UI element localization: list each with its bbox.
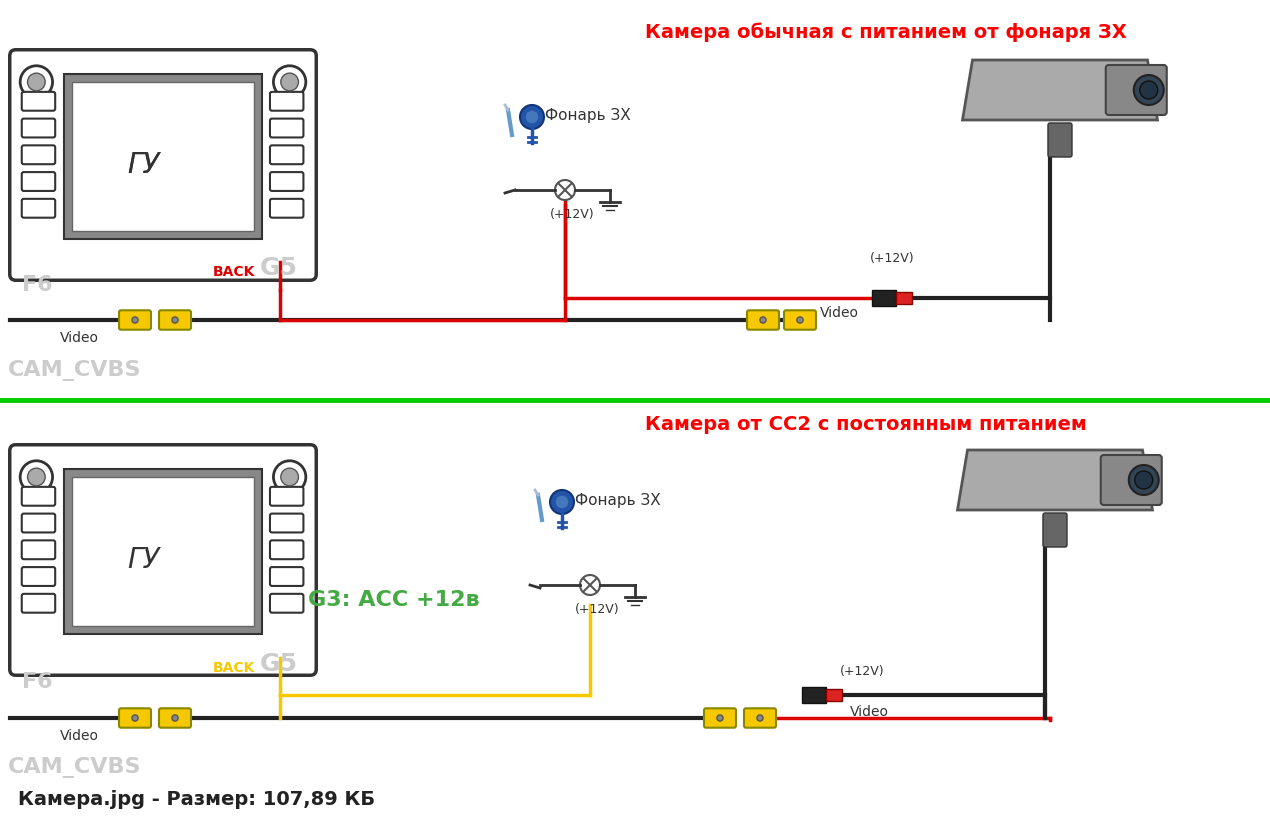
Circle shape bbox=[580, 575, 599, 595]
Text: (+12V): (+12V) bbox=[870, 252, 914, 265]
Circle shape bbox=[20, 66, 52, 99]
FancyBboxPatch shape bbox=[119, 310, 151, 330]
FancyBboxPatch shape bbox=[1101, 455, 1162, 505]
FancyBboxPatch shape bbox=[159, 709, 190, 727]
FancyBboxPatch shape bbox=[271, 118, 304, 137]
Circle shape bbox=[20, 461, 52, 493]
Circle shape bbox=[171, 317, 178, 323]
Text: F6: F6 bbox=[22, 672, 52, 692]
FancyBboxPatch shape bbox=[22, 92, 55, 111]
Circle shape bbox=[281, 73, 298, 91]
Circle shape bbox=[132, 317, 138, 323]
FancyBboxPatch shape bbox=[119, 709, 151, 727]
FancyBboxPatch shape bbox=[747, 310, 779, 330]
Bar bbox=[71, 82, 254, 231]
FancyBboxPatch shape bbox=[784, 310, 817, 330]
FancyBboxPatch shape bbox=[22, 145, 55, 164]
Circle shape bbox=[519, 105, 544, 129]
Text: Камера от СС2 с постоянным питанием: Камера от СС2 с постоянным питанием bbox=[645, 415, 1087, 434]
Text: F6: F6 bbox=[22, 275, 52, 295]
Circle shape bbox=[757, 715, 763, 721]
Text: G5: G5 bbox=[260, 652, 298, 676]
Bar bbox=[71, 477, 254, 626]
Text: BACK: BACK bbox=[213, 265, 255, 279]
Text: Фонарь ЗХ: Фонарь ЗХ bbox=[575, 493, 660, 507]
FancyBboxPatch shape bbox=[744, 709, 776, 727]
FancyBboxPatch shape bbox=[22, 199, 55, 218]
FancyBboxPatch shape bbox=[64, 469, 263, 634]
Bar bbox=[801, 687, 826, 703]
Circle shape bbox=[718, 715, 723, 721]
Circle shape bbox=[555, 495, 569, 509]
FancyBboxPatch shape bbox=[704, 709, 737, 727]
Circle shape bbox=[132, 715, 138, 721]
FancyBboxPatch shape bbox=[271, 594, 304, 612]
Bar bbox=[826, 689, 842, 701]
Circle shape bbox=[273, 66, 306, 99]
Text: Фонарь ЗХ: Фонарь ЗХ bbox=[545, 108, 631, 122]
FancyBboxPatch shape bbox=[22, 172, 55, 191]
Text: CAM_CVBS: CAM_CVBS bbox=[8, 360, 141, 380]
FancyBboxPatch shape bbox=[271, 540, 304, 559]
Circle shape bbox=[525, 110, 538, 124]
FancyBboxPatch shape bbox=[271, 172, 304, 191]
Circle shape bbox=[550, 490, 574, 514]
Text: BACK: BACK bbox=[213, 661, 255, 675]
Text: G5: G5 bbox=[260, 256, 298, 280]
Text: Video: Video bbox=[60, 729, 99, 743]
FancyBboxPatch shape bbox=[271, 92, 304, 111]
Text: Камера обычная с питанием от фонаря ЗХ: Камера обычная с питанием от фонаря ЗХ bbox=[645, 22, 1126, 42]
Circle shape bbox=[28, 468, 46, 486]
Text: Камера.jpg - Размер: 107,89 КБ: Камера.jpg - Размер: 107,89 КБ bbox=[18, 791, 375, 810]
FancyBboxPatch shape bbox=[1106, 65, 1167, 115]
Text: G3: АСС +12в: G3: АСС +12в bbox=[309, 590, 480, 610]
FancyBboxPatch shape bbox=[271, 567, 304, 586]
FancyBboxPatch shape bbox=[22, 514, 55, 533]
FancyBboxPatch shape bbox=[271, 487, 304, 506]
Circle shape bbox=[1135, 471, 1153, 489]
FancyBboxPatch shape bbox=[1043, 513, 1067, 547]
Text: ГУ: ГУ bbox=[127, 151, 159, 179]
FancyBboxPatch shape bbox=[22, 567, 55, 586]
FancyBboxPatch shape bbox=[22, 118, 55, 137]
FancyBboxPatch shape bbox=[22, 540, 55, 559]
Bar bbox=[897, 292, 912, 304]
Circle shape bbox=[273, 461, 306, 493]
Circle shape bbox=[281, 468, 298, 486]
FancyBboxPatch shape bbox=[64, 74, 263, 239]
Circle shape bbox=[171, 715, 178, 721]
Circle shape bbox=[555, 180, 575, 200]
FancyBboxPatch shape bbox=[271, 145, 304, 164]
FancyBboxPatch shape bbox=[10, 50, 316, 280]
FancyBboxPatch shape bbox=[159, 310, 190, 330]
Polygon shape bbox=[958, 450, 1152, 510]
Text: Video: Video bbox=[850, 705, 889, 719]
Text: Video: Video bbox=[60, 331, 99, 345]
Text: Video: Video bbox=[820, 306, 859, 320]
Text: (+12V): (+12V) bbox=[839, 665, 885, 678]
Text: (+12V): (+12V) bbox=[575, 603, 620, 616]
FancyBboxPatch shape bbox=[1048, 123, 1072, 157]
FancyBboxPatch shape bbox=[10, 445, 316, 675]
Polygon shape bbox=[963, 60, 1157, 120]
Circle shape bbox=[1139, 81, 1158, 99]
Text: ГУ: ГУ bbox=[127, 546, 159, 574]
Text: CAM_CVBS: CAM_CVBS bbox=[8, 758, 141, 778]
Text: (+12V): (+12V) bbox=[550, 208, 594, 221]
Circle shape bbox=[796, 317, 803, 323]
FancyBboxPatch shape bbox=[271, 199, 304, 218]
Circle shape bbox=[28, 73, 46, 91]
FancyBboxPatch shape bbox=[271, 514, 304, 533]
Circle shape bbox=[1129, 465, 1158, 495]
FancyBboxPatch shape bbox=[22, 594, 55, 612]
Circle shape bbox=[759, 317, 766, 323]
Text: ГУ: ГУ bbox=[127, 151, 159, 179]
Circle shape bbox=[1134, 75, 1163, 105]
Bar bbox=[872, 290, 897, 306]
FancyBboxPatch shape bbox=[22, 487, 55, 506]
